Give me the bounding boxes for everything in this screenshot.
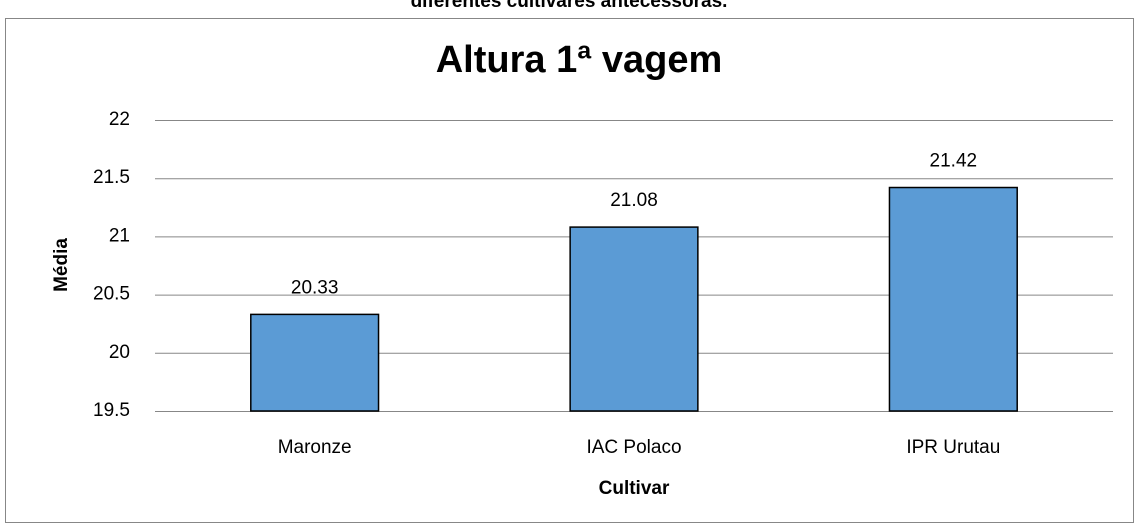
x-tick-label: Maronze: [278, 437, 352, 458]
chart-title: Altura 1ª vagem: [436, 39, 723, 81]
caption: diferentes cultivares antecessoras.: [411, 0, 728, 12]
bar: [569, 226, 699, 412]
x-tick-label: IPR Urutau: [906, 437, 1000, 458]
data-label: 21.42: [930, 151, 978, 172]
y-tick-label: 20.5: [93, 284, 130, 305]
data-label: 21.08: [610, 190, 658, 211]
y-tick-label: 20: [109, 342, 130, 363]
bar: [250, 313, 380, 412]
bar: [888, 186, 1018, 412]
y-tick-label: 19.5: [93, 400, 130, 421]
x-tick-label: IAC Polaco: [586, 437, 681, 458]
x-axis-label: Cultivar: [599, 478, 670, 499]
y-axis-label: Média: [51, 238, 72, 292]
y-tick-label: 21: [109, 225, 130, 246]
y-tick-label: 21.5: [93, 167, 130, 188]
y-tick-label: 22: [109, 109, 130, 130]
data-label: 20.33: [291, 277, 339, 298]
